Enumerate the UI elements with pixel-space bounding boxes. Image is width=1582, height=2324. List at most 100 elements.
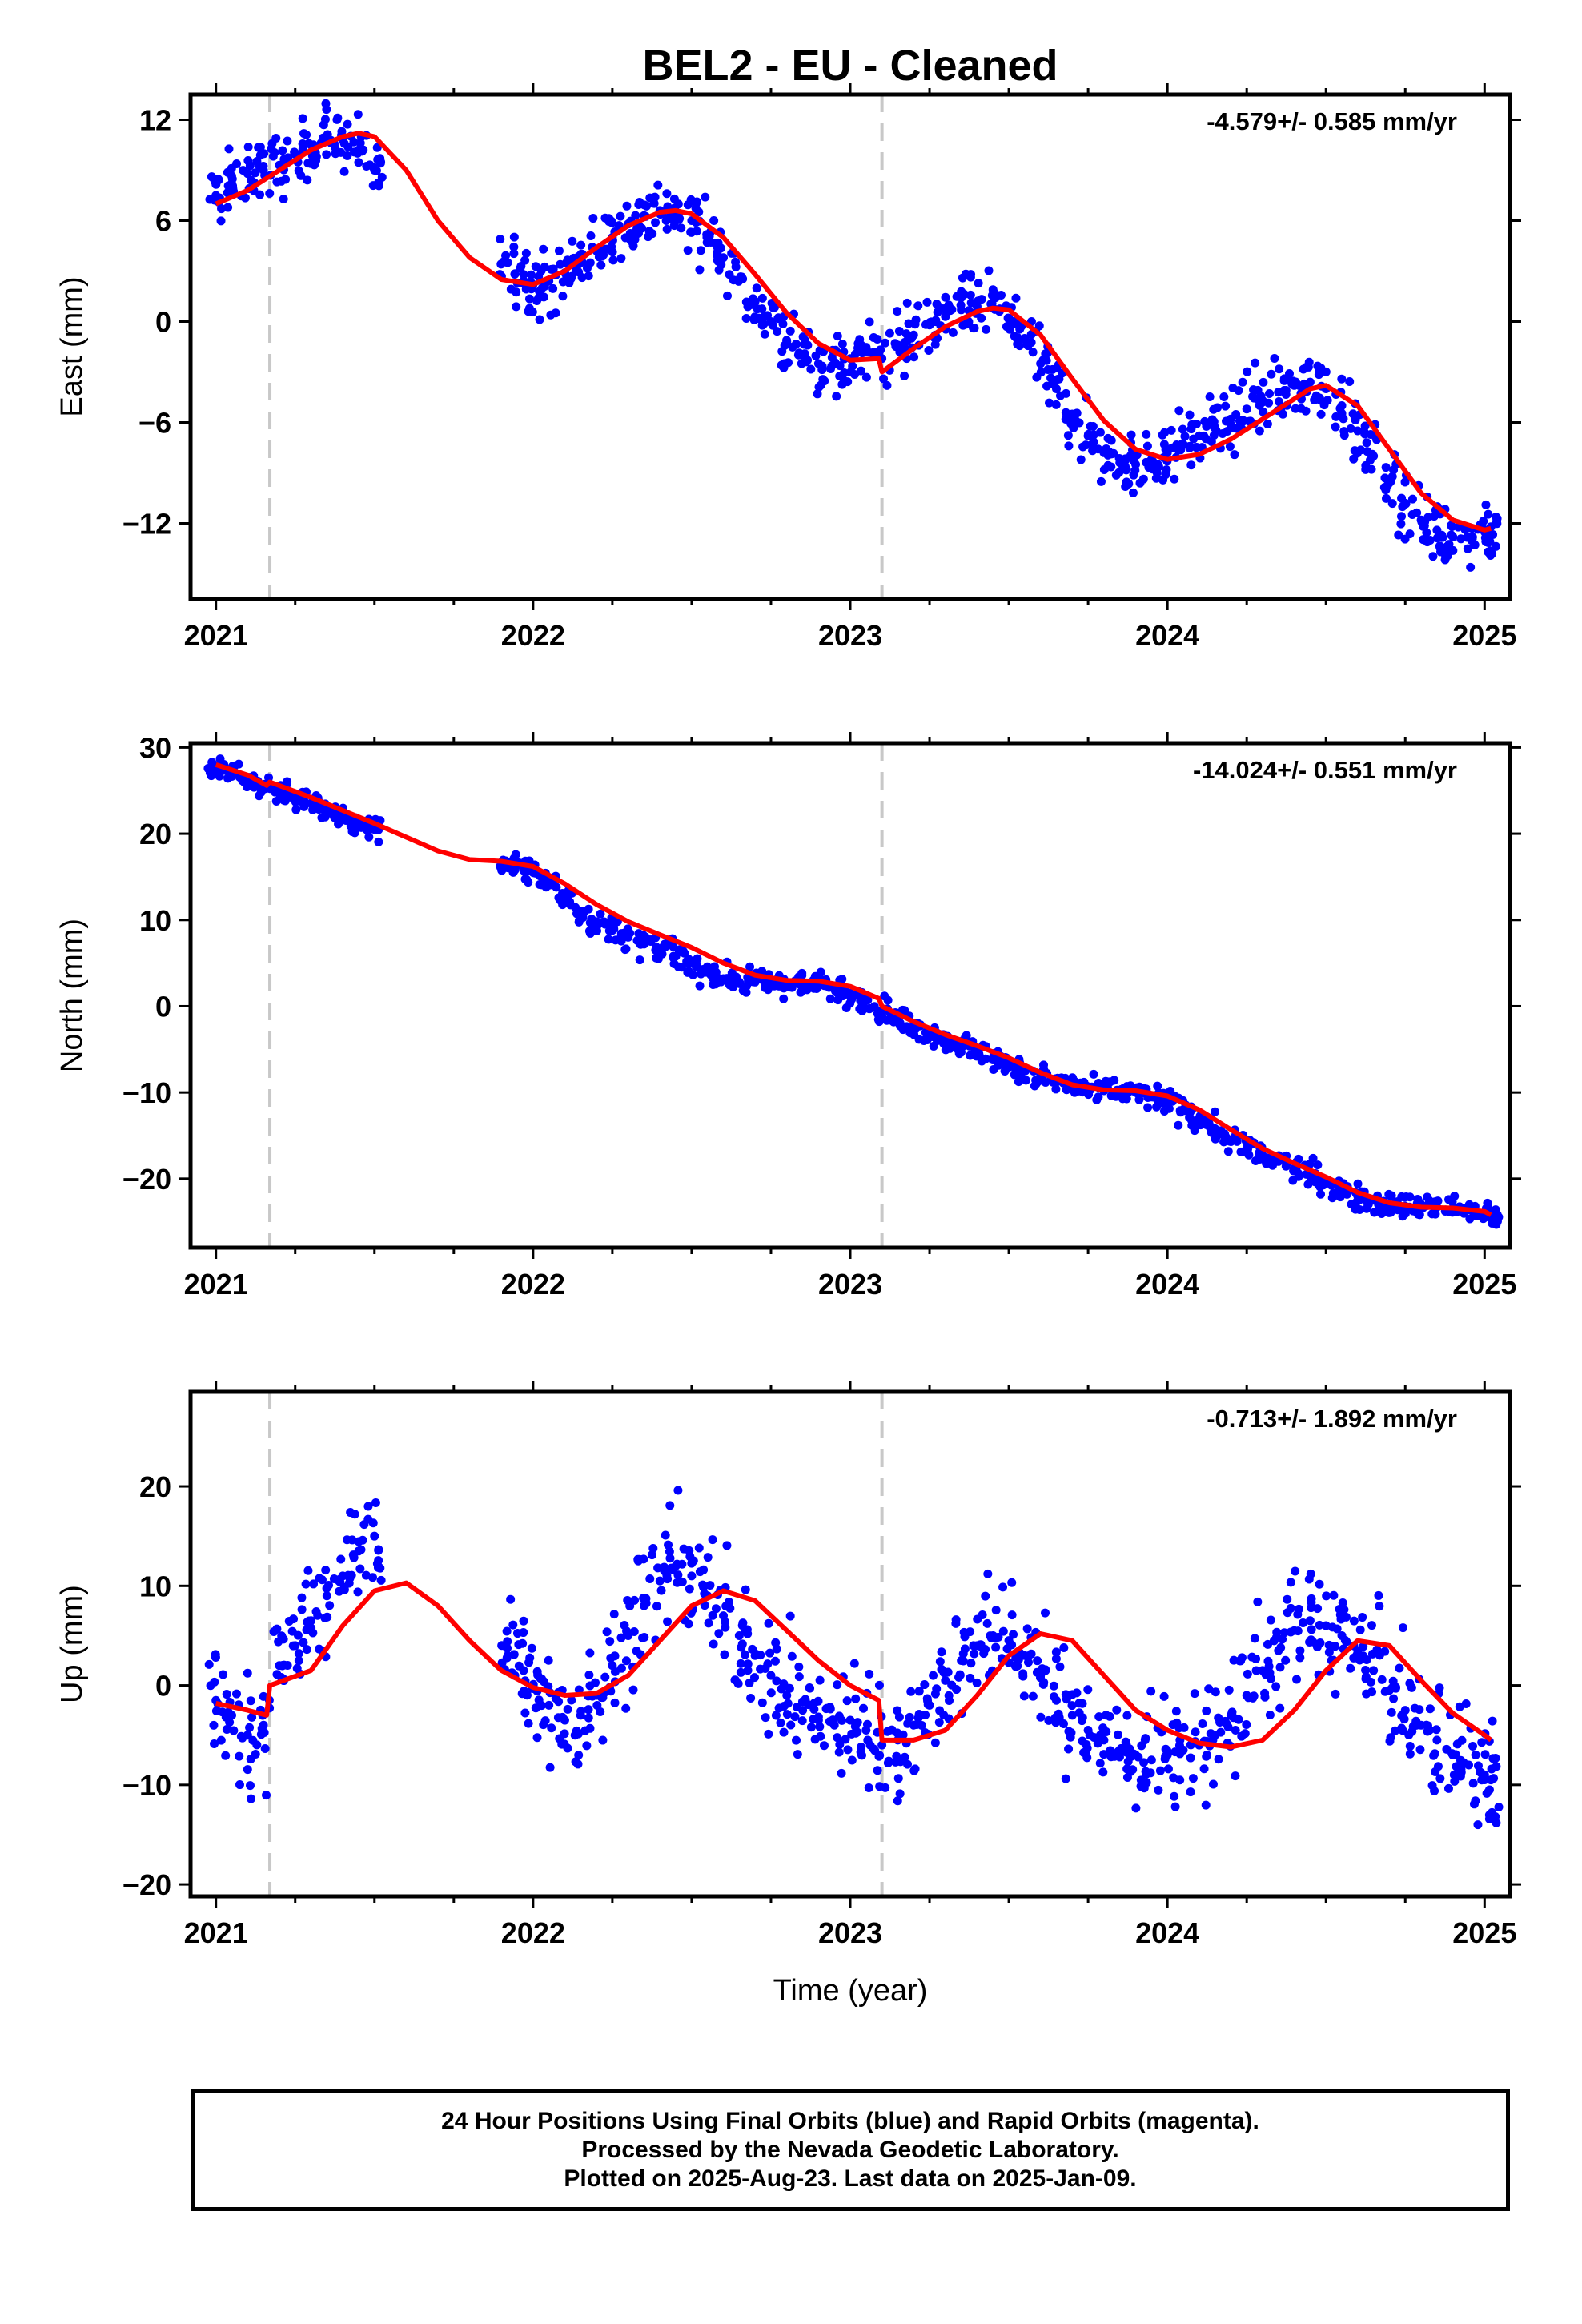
data-point — [1098, 1767, 1108, 1777]
data-point — [1324, 1647, 1334, 1657]
data-point — [604, 214, 614, 223]
data-point — [966, 298, 976, 308]
data-point — [238, 1733, 247, 1743]
data-point — [771, 1638, 781, 1647]
data-point — [986, 1631, 995, 1641]
data-point — [652, 1602, 661, 1611]
data-point — [1314, 370, 1323, 380]
data-point — [1385, 1191, 1395, 1200]
data-point — [1266, 1674, 1275, 1683]
x-axis-label: Time (year) — [773, 1974, 928, 2008]
data-point — [984, 266, 994, 275]
data-point — [1211, 1687, 1220, 1697]
data-point — [865, 317, 874, 327]
data-point — [1205, 392, 1215, 401]
data-point — [1397, 493, 1407, 503]
data-point — [1429, 512, 1439, 521]
data-point — [299, 802, 309, 811]
data-point — [665, 213, 674, 223]
footer-line-1: 24 Hour Positions Using Final Orbits (bl… — [441, 2108, 1259, 2134]
data-point — [893, 1774, 903, 1783]
data-point — [1078, 1699, 1087, 1708]
data-point — [1028, 1691, 1038, 1701]
data-point — [356, 1545, 366, 1554]
data-point — [354, 158, 363, 167]
data-point — [560, 1739, 569, 1749]
panel-north: 2021 2022 2023 2024 2025 30 20 10 0 −10 −20 North (… — [55, 731, 1521, 1301]
data-point — [815, 1675, 825, 1685]
data-point — [695, 265, 705, 275]
data-point — [601, 244, 611, 254]
data-point — [1321, 367, 1331, 376]
data-point — [996, 291, 1006, 300]
data-point — [1251, 1156, 1260, 1165]
data-point — [656, 944, 665, 954]
data-point — [516, 261, 526, 271]
data-point — [1460, 525, 1470, 534]
panel-east: 2021 2022 2023 2024 2025 12 6 0 −6 −12 East (mm) -4… — [55, 83, 1521, 652]
data-point — [349, 1553, 359, 1562]
data-point — [704, 1618, 713, 1628]
data-point — [1315, 1638, 1325, 1647]
data-point — [1095, 428, 1105, 437]
data-point — [663, 1617, 673, 1626]
data-point — [1331, 1642, 1340, 1651]
data-point — [1242, 404, 1251, 414]
data-point — [256, 787, 266, 797]
data-point — [1093, 1739, 1102, 1748]
data-point — [1186, 1787, 1195, 1797]
data-point — [1161, 1751, 1170, 1761]
data-point — [274, 1637, 283, 1647]
data-point — [1116, 1743, 1126, 1753]
data-point — [1283, 1594, 1292, 1604]
data-point — [689, 970, 698, 979]
data-point — [1148, 457, 1158, 467]
data-point — [511, 850, 520, 859]
data-point — [913, 1713, 923, 1723]
data-point — [1023, 341, 1033, 351]
data-point — [1353, 426, 1363, 436]
data-point — [1096, 476, 1106, 486]
data-point — [779, 994, 789, 1003]
data-point — [862, 1719, 872, 1729]
data-point — [983, 1569, 993, 1578]
data-point — [793, 350, 803, 360]
data-point — [793, 1750, 802, 1759]
data-point — [272, 1624, 282, 1634]
data-point — [685, 1584, 694, 1594]
data-point — [271, 796, 281, 806]
data-point — [766, 1688, 776, 1698]
data-point — [1447, 1197, 1457, 1207]
data-point — [708, 1535, 717, 1545]
data-point — [648, 1543, 658, 1553]
data-point — [1199, 1764, 1209, 1774]
data-point — [879, 374, 889, 384]
data-point — [1204, 1684, 1214, 1694]
data-point — [354, 1537, 363, 1546]
data-point — [499, 257, 508, 267]
data-point — [1361, 1672, 1371, 1682]
data-point — [845, 1715, 855, 1725]
data-point — [909, 352, 919, 362]
data-point — [782, 336, 792, 345]
data-point — [1152, 1102, 1162, 1112]
data-point — [298, 114, 307, 123]
data-point — [913, 301, 923, 311]
y-axis-label-north: North (mm) — [55, 919, 89, 1072]
data-point — [223, 188, 232, 198]
data-point — [705, 231, 714, 241]
data-point — [496, 235, 505, 244]
data-point — [232, 159, 242, 169]
data-point — [917, 1720, 926, 1730]
data-point — [548, 283, 558, 293]
data-point — [1202, 421, 1211, 431]
data-point — [1476, 1768, 1486, 1778]
data-point — [1054, 1709, 1063, 1719]
data-point — [1222, 1719, 1231, 1729]
data-point — [270, 148, 279, 158]
data-point — [882, 380, 892, 390]
data-point — [1009, 1630, 1018, 1639]
data-point — [760, 329, 769, 339]
data-point — [894, 326, 904, 336]
data-point — [1240, 1729, 1250, 1739]
